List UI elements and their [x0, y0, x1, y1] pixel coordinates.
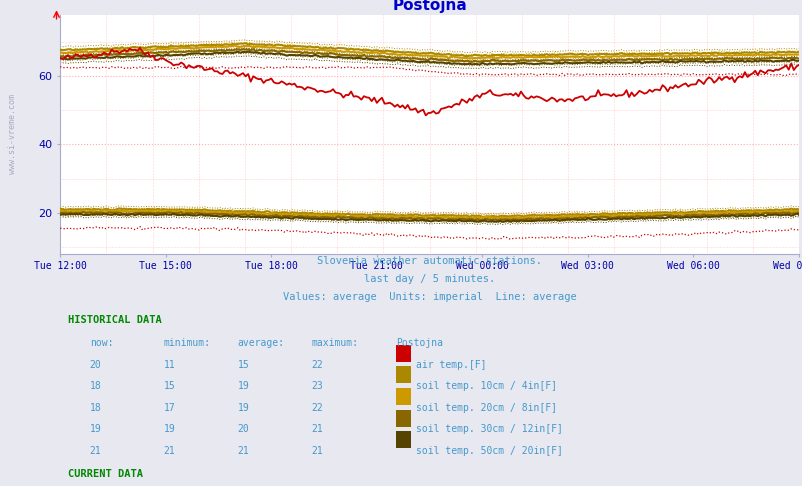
- Text: 18: 18: [90, 403, 101, 413]
- Text: 21: 21: [237, 446, 249, 456]
- Text: soil temp. 50cm / 20in[F]: soil temp. 50cm / 20in[F]: [415, 446, 562, 456]
- Text: 20: 20: [237, 424, 249, 434]
- Text: 19: 19: [164, 424, 175, 434]
- Text: air temp.[F]: air temp.[F]: [415, 360, 486, 369]
- Text: 20: 20: [90, 360, 101, 369]
- Bar: [396, 345, 411, 362]
- Text: 23: 23: [311, 381, 322, 391]
- Text: minimum:: minimum:: [164, 338, 210, 348]
- Title: Postojna: Postojna: [391, 0, 467, 14]
- Bar: [396, 410, 411, 427]
- Bar: [396, 366, 411, 383]
- Text: soil temp. 30cm / 12in[F]: soil temp. 30cm / 12in[F]: [415, 424, 562, 434]
- Text: 15: 15: [237, 360, 249, 369]
- Text: 18: 18: [90, 381, 101, 391]
- Text: soil temp. 10cm / 4in[F]: soil temp. 10cm / 4in[F]: [415, 381, 557, 391]
- Text: 21: 21: [164, 446, 175, 456]
- Text: 21: 21: [311, 424, 322, 434]
- Text: 15: 15: [164, 381, 175, 391]
- Text: 17: 17: [164, 403, 175, 413]
- Text: 21: 21: [311, 446, 322, 456]
- Text: Postojna: Postojna: [396, 338, 443, 348]
- Text: 11: 11: [164, 360, 175, 369]
- Text: Values: average  Units: imperial  Line: average: Values: average Units: imperial Line: av…: [282, 293, 576, 302]
- Text: 19: 19: [90, 424, 101, 434]
- Text: www.si-vreme.com: www.si-vreme.com: [8, 94, 17, 174]
- Text: 19: 19: [237, 381, 249, 391]
- Text: CURRENT DATA: CURRENT DATA: [67, 469, 143, 479]
- Text: 19: 19: [237, 403, 249, 413]
- Text: 22: 22: [311, 403, 322, 413]
- Text: HISTORICAL DATA: HISTORICAL DATA: [67, 315, 161, 325]
- Text: soil temp. 20cm / 8in[F]: soil temp. 20cm / 8in[F]: [415, 403, 557, 413]
- Text: now:: now:: [90, 338, 113, 348]
- Text: average:: average:: [237, 338, 284, 348]
- Text: last day / 5 minutes.: last day / 5 minutes.: [363, 274, 495, 284]
- Bar: [396, 388, 411, 405]
- Text: maximum:: maximum:: [311, 338, 358, 348]
- Bar: [396, 431, 411, 448]
- Text: 21: 21: [90, 446, 101, 456]
- Text: Slovenia weather automatic stations.: Slovenia weather automatic stations.: [317, 256, 541, 266]
- Text: 22: 22: [311, 360, 322, 369]
